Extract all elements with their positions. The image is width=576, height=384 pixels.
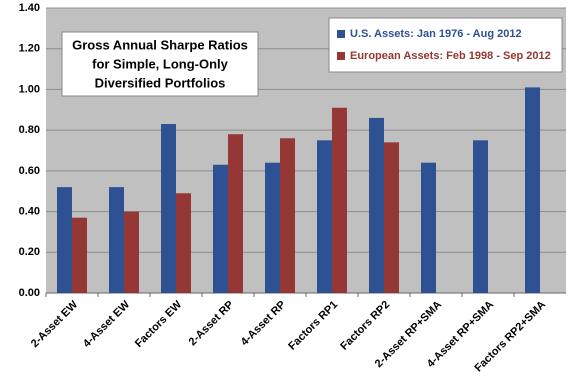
x-tick-label: 2-Asset RP xyxy=(187,299,237,349)
bar xyxy=(72,217,87,293)
bar xyxy=(213,164,228,293)
bar xyxy=(280,138,295,293)
y-tick-label: 1.40 xyxy=(19,2,40,14)
bar xyxy=(384,142,399,293)
y-tick-label: 0.20 xyxy=(19,246,40,258)
bars xyxy=(57,87,540,294)
chart-title: Diversified Portfolios xyxy=(95,75,226,90)
x-tick-label: Factors RP2 xyxy=(338,299,392,353)
bar xyxy=(317,140,332,293)
y-tick-label: 0.60 xyxy=(19,165,40,177)
x-tick-label: Factors RP1 xyxy=(286,299,340,353)
legend-swatch xyxy=(337,30,345,38)
bar xyxy=(57,187,72,293)
y-tick-label: 0.00 xyxy=(19,287,40,299)
bar xyxy=(176,193,191,293)
bar xyxy=(421,162,436,293)
chart-title: for Simple, Long-Only xyxy=(92,56,229,71)
x-tick-label: 2-Asset EW xyxy=(29,298,81,350)
legend-swatch xyxy=(337,52,345,60)
y-tick-label: 1.00 xyxy=(19,83,40,95)
y-tick-label: 1.20 xyxy=(19,43,40,55)
y-tick-label: 0.80 xyxy=(19,124,40,136)
bar xyxy=(124,211,139,293)
bar xyxy=(161,124,176,294)
legend-label: European Assets: Feb 1998 - Sep 2012 xyxy=(350,50,551,62)
legend-label: U.S. Assets: Jan 1976 - Aug 2012 xyxy=(350,28,522,40)
bar xyxy=(265,162,280,293)
title-box xyxy=(61,31,259,97)
legend-box xyxy=(328,17,563,73)
bar xyxy=(332,107,347,293)
bar xyxy=(109,187,124,293)
chart-title: Gross Annual Sharpe Ratios xyxy=(72,37,248,52)
bar xyxy=(473,140,488,293)
x-tick-label: 4-Asset RP xyxy=(239,299,289,349)
bar xyxy=(228,134,243,293)
y-tick-label: 0.40 xyxy=(19,205,40,217)
x-tick-label: 4-Asset EW xyxy=(81,298,133,350)
x-tick-label: Factors EW xyxy=(133,298,185,350)
bar xyxy=(525,87,540,294)
bar xyxy=(369,117,384,293)
